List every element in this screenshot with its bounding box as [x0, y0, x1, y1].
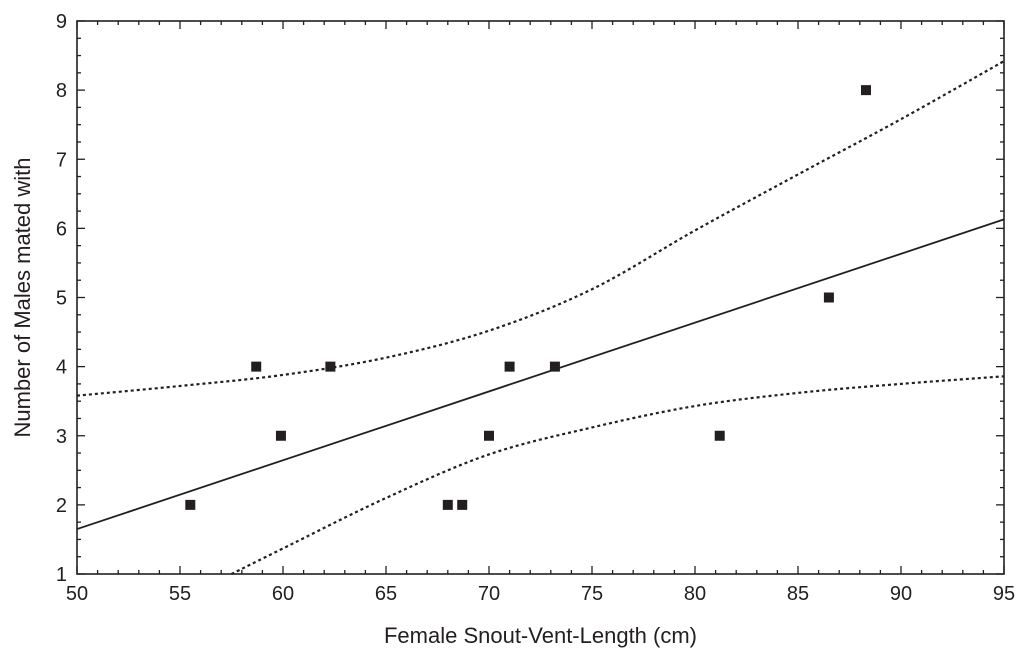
y-tick-label: 6 — [56, 218, 67, 240]
data-point — [185, 499, 196, 510]
data-point — [325, 361, 336, 372]
regression-curves — [76, 60, 1005, 575]
data-point — [504, 361, 515, 372]
y-tick-label: 5 — [56, 288, 67, 310]
data-point — [860, 85, 871, 96]
data-point — [457, 499, 468, 510]
y-tick-label: 8 — [56, 80, 67, 102]
data-point — [714, 430, 725, 441]
x-tick-label: 90 — [890, 583, 912, 605]
x-tick-label: 60 — [272, 583, 294, 605]
y-tick-label: 9 — [56, 11, 67, 33]
y-tick-label: 3 — [56, 426, 67, 448]
upper-confidence-curve — [76, 60, 1005, 397]
y-tick-label: 2 — [56, 495, 67, 517]
x-tick-label: 55 — [169, 583, 191, 605]
x-tick-label: 70 — [478, 583, 500, 605]
y-axis-title: Number of Males mated with — [10, 158, 35, 438]
data-point — [823, 292, 834, 303]
x-tick-label: 80 — [684, 583, 706, 605]
data-point — [275, 430, 286, 441]
lower-confidence-curve — [231, 375, 1005, 575]
plot-border — [76, 20, 1005, 575]
x-tick-label: 95 — [993, 583, 1015, 605]
x-tick-label: 65 — [375, 583, 397, 605]
plot-frame — [76, 20, 1005, 575]
x-axis-ticks: 50 55 60 65 70 75 80 85 90 95 — [66, 21, 1015, 605]
x-tick-label: 75 — [581, 583, 603, 605]
regression-line — [76, 218, 1005, 530]
data-point — [484, 430, 494, 441]
data-point — [549, 361, 560, 372]
data-point — [251, 361, 262, 372]
data-point — [442, 499, 453, 510]
x-axis-title: Female Snout-Vent-Length (cm) — [384, 623, 697, 648]
data-points — [185, 85, 871, 510]
y-tick-label: 1 — [56, 564, 67, 586]
y-tick-label: 4 — [56, 357, 67, 379]
y-axis-ticks: 1 2 3 4 5 6 7 8 9 — [56, 11, 1004, 586]
y-tick-label: 7 — [56, 149, 67, 171]
x-tick-label: 50 — [66, 583, 88, 605]
x-tick-label: 85 — [787, 583, 809, 605]
